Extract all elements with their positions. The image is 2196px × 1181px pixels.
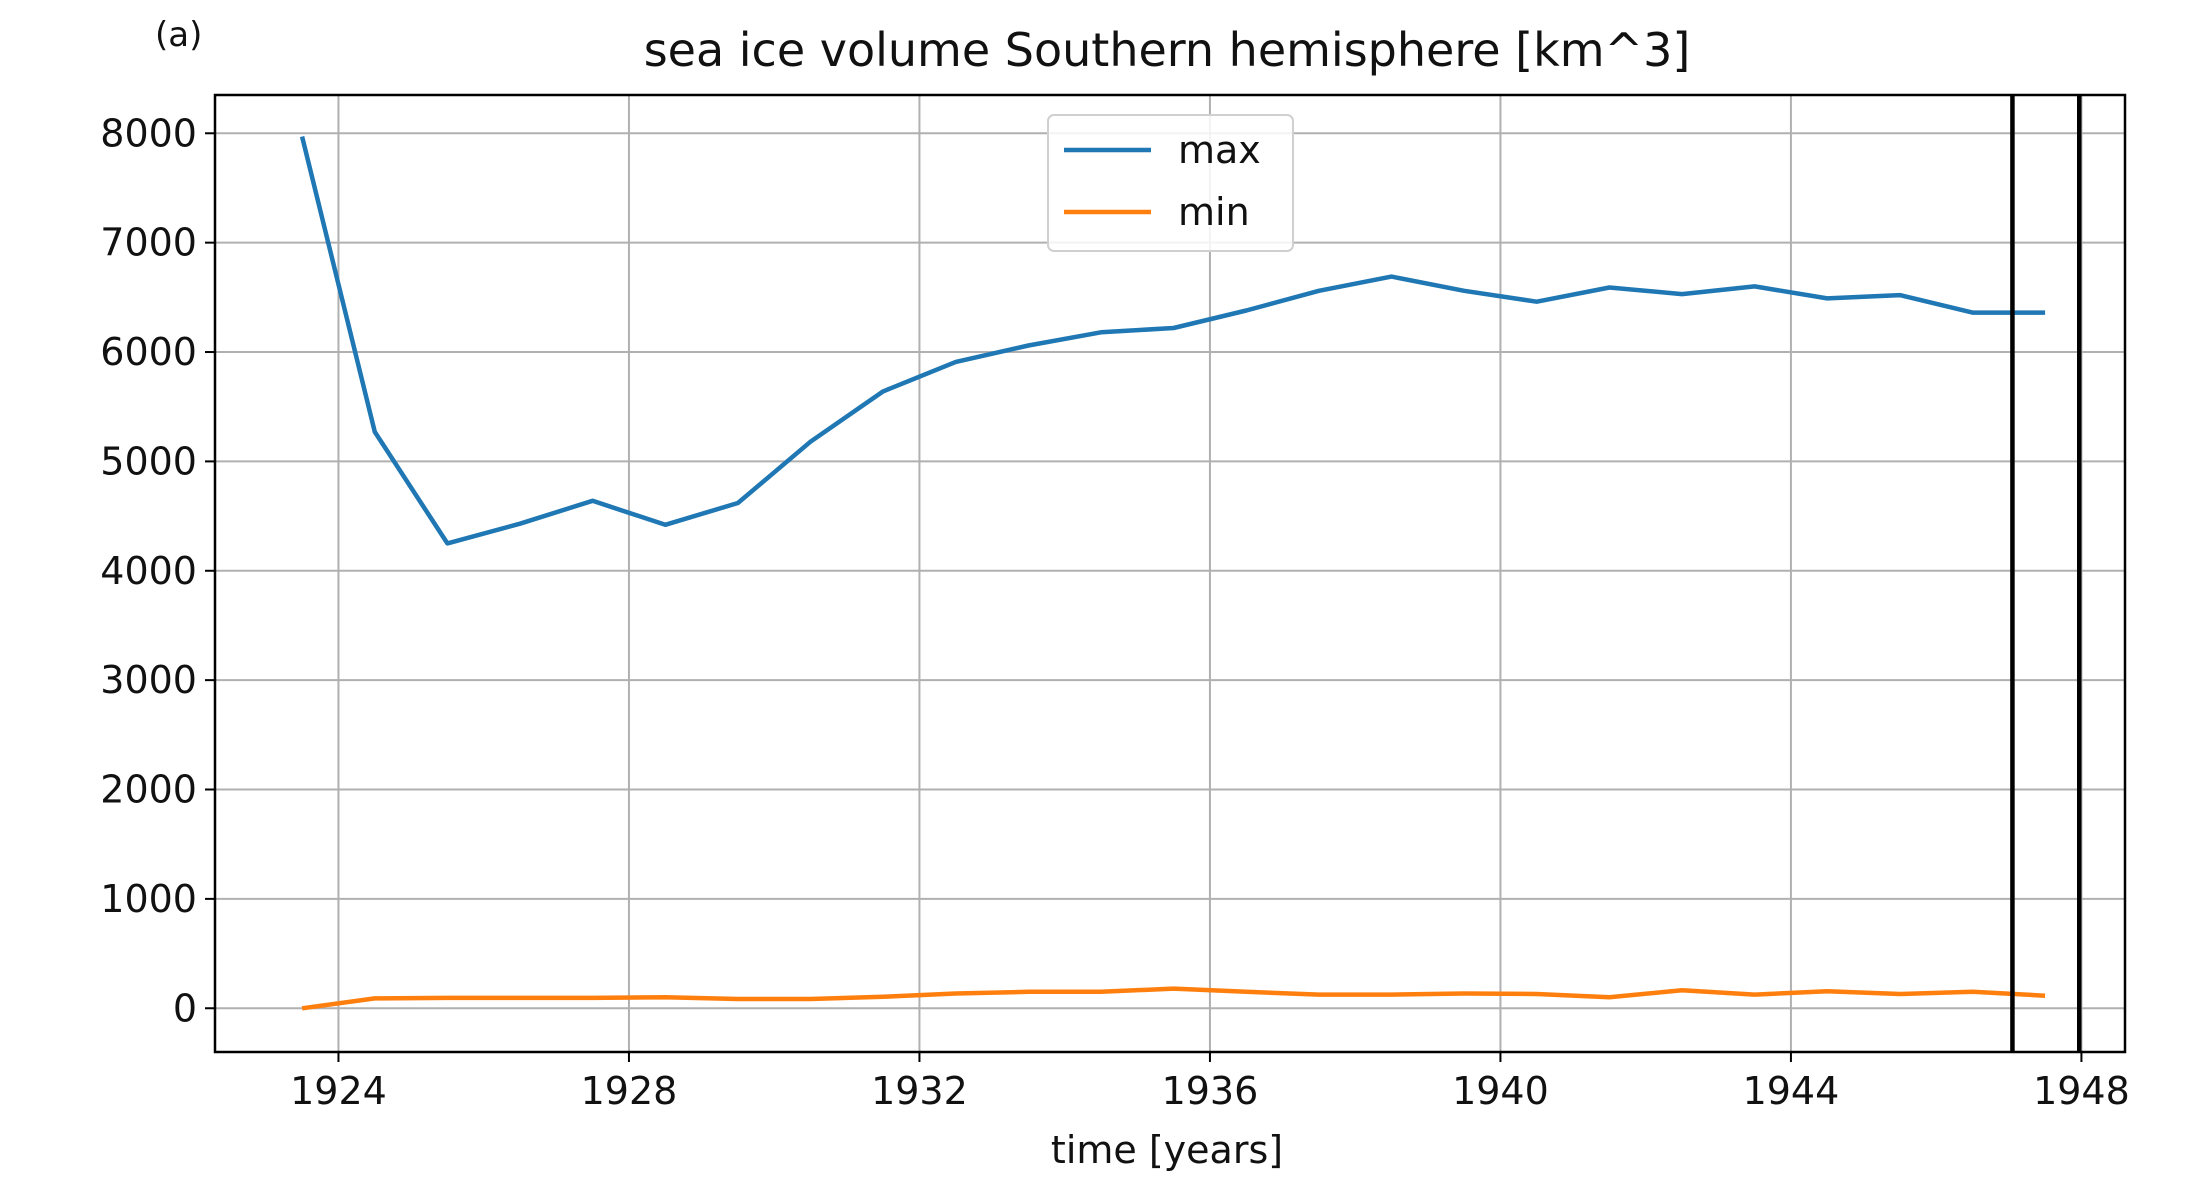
grid-lines [215,95,2125,1052]
data-series [299,136,2046,1011]
x-axis-label: time [years] [1051,1128,1283,1172]
y-tick-label: 5000 [100,439,197,483]
x-tick-label: 1944 [1743,1069,1840,1113]
x-tick-label: 1940 [1452,1069,1549,1113]
y-tick-label: 4000 [100,549,197,593]
series-line-max [299,136,2046,546]
y-tick-label: 2000 [100,768,197,812]
legend-label-max: max [1178,128,1261,172]
y-tick-label: 0 [173,986,197,1030]
x-tick-label: 1924 [290,1069,387,1113]
legend: max min [1047,114,1294,252]
y-tick-label: 1000 [100,877,197,921]
chart-title: sea ice volume Southern hemisphere [km^3… [644,23,1691,77]
x-tick-label: 1928 [581,1069,678,1113]
x-tick-label: 1932 [871,1069,968,1113]
plot-area-frame [213,93,2127,1054]
vertical-marker-lines [2010,95,2082,1052]
axis-ticks: 1924 1928 1932 1936 1940 1944 1948 0 1000 2000 300… [100,111,2130,1113]
y-tick-label: 8000 [100,111,197,155]
x-tick-label: 1948 [2033,1069,2130,1113]
y-tick-label: 6000 [100,330,197,374]
legend-label-min: min [1178,190,1250,234]
y-tick-label: 7000 [100,221,197,265]
y-tick-label: 3000 [100,658,197,702]
x-tick-label: 1936 [1162,1069,1259,1113]
panel-label: (a) [155,15,202,55]
series-line-min [301,986,2046,1011]
